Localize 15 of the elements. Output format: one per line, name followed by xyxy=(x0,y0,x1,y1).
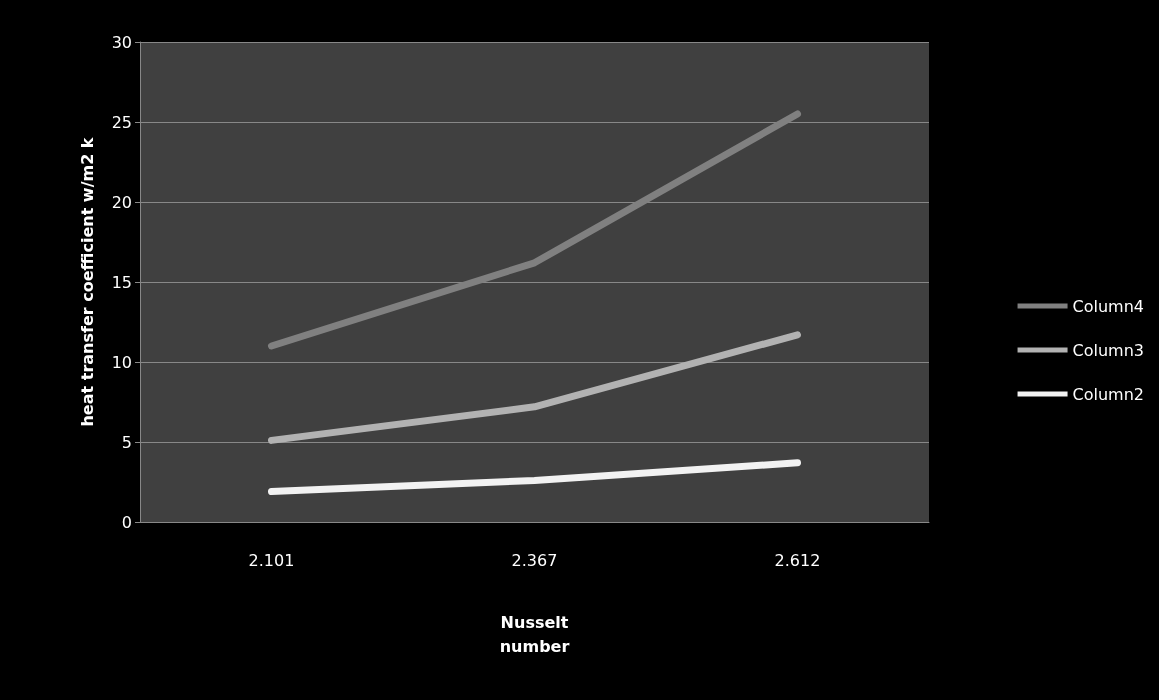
legend-label: Column2 xyxy=(1072,384,1144,404)
legend-label: Column3 xyxy=(1072,340,1144,360)
y-tick-label: 20 xyxy=(111,192,132,212)
y-tick-label: 0 xyxy=(121,512,132,532)
x-tick-label: 2.367 xyxy=(511,550,558,570)
y-axis-title: heat transfer coefficient w/m2 k xyxy=(77,137,97,427)
y-tick-label: 30 xyxy=(111,32,132,52)
x-axis-title: Nusselt number xyxy=(499,612,570,656)
y-tick-label: 25 xyxy=(111,112,132,132)
y-tick-label: 15 xyxy=(111,272,132,292)
y-tick-label: 10 xyxy=(111,352,132,372)
x-tick-label: 2.101 xyxy=(248,550,295,570)
legend-label: Column4 xyxy=(1072,296,1144,316)
y-tick-label: 5 xyxy=(121,432,132,452)
x-tick-label: 2.612 xyxy=(774,550,821,570)
